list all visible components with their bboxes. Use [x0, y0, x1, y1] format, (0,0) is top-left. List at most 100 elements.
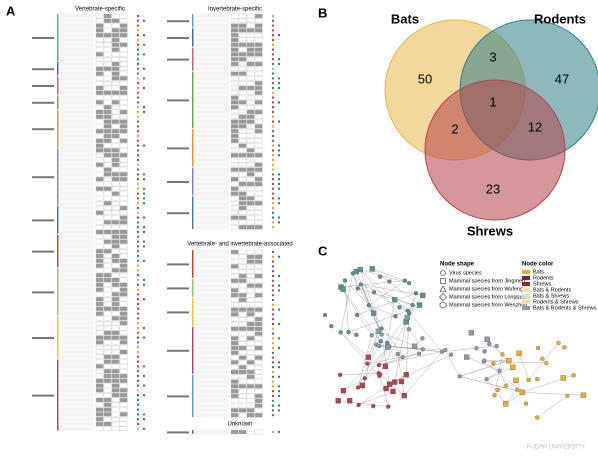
cell	[254, 205, 263, 211]
node	[500, 352, 505, 357]
host-dot	[271, 154, 275, 157]
cell	[238, 148, 247, 153]
cell	[230, 172, 239, 177]
cell	[238, 345, 247, 351]
edge	[494, 354, 503, 396]
row-name	[195, 134, 229, 138]
cell	[254, 215, 263, 220]
cell	[111, 153, 120, 158]
edge	[394, 321, 407, 383]
cell	[230, 52, 239, 57]
cell	[254, 181, 263, 187]
row-name	[60, 244, 94, 249]
row-name	[195, 288, 229, 293]
cell	[119, 407, 128, 412]
cell	[230, 355, 239, 360]
node	[407, 280, 412, 286]
node	[540, 356, 545, 361]
node	[560, 375, 566, 381]
venn-count: 50	[418, 71, 432, 86]
host-dot	[142, 226, 146, 229]
row-name	[195, 143, 229, 148]
row-name	[60, 138, 94, 143]
cell	[230, 369, 239, 375]
section-header: Vertebrate- and invertebrate-associated	[187, 242, 292, 248]
cell	[95, 28, 104, 33]
cell	[230, 95, 239, 100]
host-dot	[271, 270, 275, 273]
host-dot	[271, 110, 275, 114]
host-dot	[277, 346, 281, 350]
cell	[95, 215, 104, 220]
node	[510, 364, 516, 370]
host-dot	[271, 226, 275, 229]
host-dot	[277, 375, 281, 378]
row-name	[195, 398, 229, 403]
row-name	[195, 264, 229, 269]
cell	[103, 412, 112, 417]
row-name	[60, 114, 94, 119]
cell	[254, 220, 263, 225]
cell	[246, 143, 255, 148]
host-dot	[271, 77, 275, 80]
cell	[95, 71, 104, 76]
cell	[95, 388, 104, 393]
cell	[103, 253, 112, 259]
cell	[230, 220, 239, 225]
cell	[246, 341, 255, 346]
cell	[95, 325, 104, 331]
cell	[119, 417, 128, 422]
cell	[246, 321, 255, 327]
host-dot	[271, 130, 275, 133]
cell	[246, 28, 255, 33]
cell	[238, 210, 247, 215]
row-name	[60, 306, 94, 311]
cell	[119, 349, 128, 355]
family-bar	[192, 28, 194, 47]
cell	[95, 76, 104, 81]
node	[382, 363, 389, 369]
row-name	[195, 57, 229, 62]
cell	[95, 13, 104, 19]
host-dot	[136, 418, 140, 421]
cell	[111, 119, 120, 124]
cell	[119, 215, 128, 220]
host-dot	[136, 398, 140, 402]
cell	[254, 331, 263, 336]
cell	[230, 148, 239, 153]
cell	[254, 33, 263, 38]
cell	[119, 354, 128, 359]
node	[354, 332, 359, 337]
node	[354, 312, 360, 318]
node	[346, 398, 353, 404]
host-dot	[271, 29, 275, 32]
host-dot	[136, 384, 140, 387]
host-dot	[271, 91, 275, 95]
cell	[95, 292, 104, 297]
cell	[254, 81, 263, 86]
row-name	[60, 62, 94, 66]
cell	[246, 302, 255, 307]
cell	[119, 66, 128, 71]
family-label	[32, 394, 54, 397]
host-dot	[271, 163, 275, 166]
cell	[95, 138, 104, 143]
row-name	[60, 210, 94, 215]
node	[377, 343, 382, 349]
host-dot	[136, 274, 140, 277]
row-name	[60, 230, 94, 234]
cell	[103, 369, 112, 374]
row-name	[60, 182, 94, 186]
row-name	[60, 311, 94, 316]
host-dot	[142, 34, 146, 37]
row-name	[60, 119, 94, 124]
host-dot	[136, 115, 140, 119]
cell	[246, 393, 255, 399]
host-dot	[136, 250, 140, 253]
legend-swatch	[522, 294, 530, 298]
cell	[238, 254, 247, 259]
cell	[95, 191, 104, 196]
cell	[230, 100, 239, 105]
cell	[230, 85, 239, 91]
venn-count: 1	[489, 94, 496, 109]
